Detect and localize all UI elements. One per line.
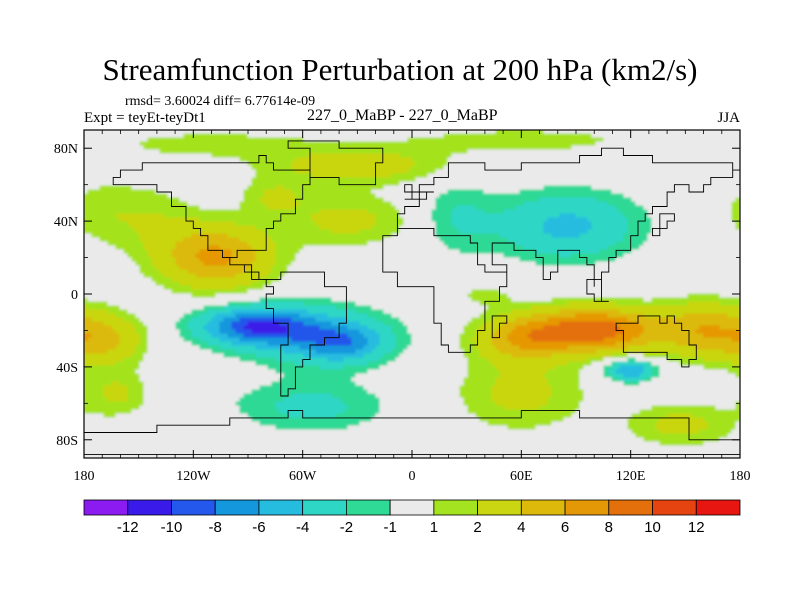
colorbar-label: 1 xyxy=(430,519,438,536)
colorbar-box xyxy=(695,499,741,516)
x-tick-label: 120E xyxy=(616,469,646,484)
colorbar-box xyxy=(652,499,697,516)
colorbar-label: -2 xyxy=(340,519,353,536)
colorbar-label: -6 xyxy=(252,519,265,536)
x-tick-label: 60W xyxy=(289,469,317,484)
colorbar-label: 12 xyxy=(688,519,705,536)
colorbar-box xyxy=(520,499,566,516)
x-tick-label: 120W xyxy=(176,469,211,484)
y-tick-label: 80S xyxy=(56,434,78,449)
colorbar-box xyxy=(477,499,522,516)
colorbar-box xyxy=(214,499,260,516)
colorbar-box xyxy=(564,499,610,516)
colorbar-box xyxy=(83,499,129,516)
y-axis: 80N 40N 0 40S 80S xyxy=(54,142,740,449)
colorbar-label: -8 xyxy=(209,519,222,536)
colorbar-label: -12 xyxy=(117,519,139,536)
y-tick-label: 40S xyxy=(56,361,78,376)
colorbar-box xyxy=(171,499,216,516)
x-tick-label: 180 xyxy=(74,469,95,484)
colorbar-box xyxy=(258,499,304,516)
experiment-label: Expt = teyEt-teyDt1 xyxy=(84,110,206,126)
colorbar-label: 6 xyxy=(561,519,569,536)
colorbar-label: -1 xyxy=(383,519,396,536)
colorbar-label: 4 xyxy=(517,519,525,536)
colorbar-label: 8 xyxy=(605,519,613,536)
x-tick-label: 0 xyxy=(409,469,416,484)
colorbar: -12 -10 -8 -6 -4 -2 -1 1 2 4 6 8 10 12 xyxy=(83,499,741,536)
colorbar-box xyxy=(389,499,435,516)
colorbar-box xyxy=(345,499,391,516)
chart-title: Streamfunction Perturbation at 200 hPa (… xyxy=(102,52,698,87)
coastline-outline xyxy=(84,140,740,455)
colorbar-label: 10 xyxy=(644,519,661,536)
season-label: JJA xyxy=(717,110,740,126)
y-tick-label: 80N xyxy=(54,142,78,157)
colorbar-box xyxy=(433,499,479,516)
y-tick-label: 40N xyxy=(54,215,78,230)
x-tick-label: 60E xyxy=(510,469,533,484)
colorbar-box xyxy=(127,499,172,516)
colorbar-box xyxy=(302,499,347,516)
case-label: 227_0_MaBP - 227_0_MaBP xyxy=(307,107,498,124)
stats-label: rmsd= 3.60024 diff= 6.77614e-09 xyxy=(125,94,316,109)
colorbar-label: -10 xyxy=(161,519,183,536)
x-tick-label: 180 xyxy=(730,469,751,484)
x-axis: 180 120W 60W 0 60E 120E 180 xyxy=(74,130,751,484)
contour-field xyxy=(84,130,740,458)
colorbar-box xyxy=(608,499,653,516)
colorbar-label: -4 xyxy=(296,519,309,536)
y-tick-label: 0 xyxy=(71,288,78,303)
colorbar-label: 2 xyxy=(473,519,481,536)
